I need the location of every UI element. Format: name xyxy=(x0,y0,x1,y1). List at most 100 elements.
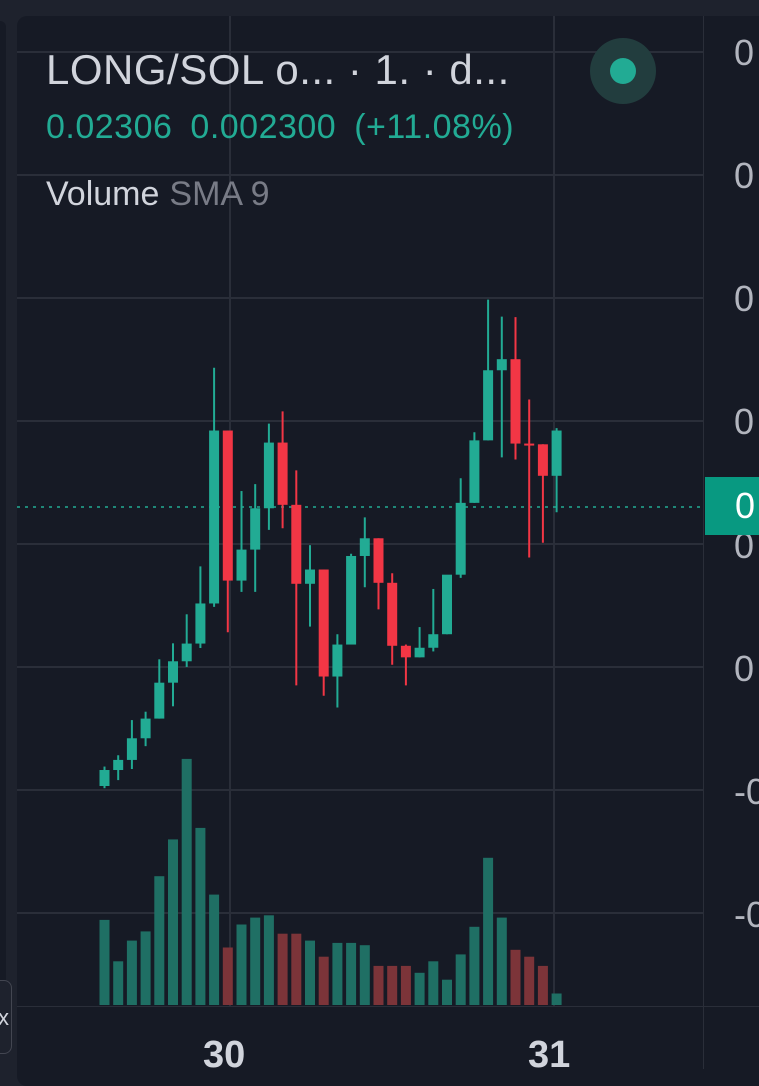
time-axis-label: 30 xyxy=(203,1034,246,1076)
candle xyxy=(387,573,398,665)
volume-bar xyxy=(168,839,178,1005)
collapse-panel-button[interactable]: x xyxy=(0,980,12,1054)
candle xyxy=(551,428,562,513)
candle xyxy=(332,634,343,708)
volume-bar xyxy=(346,942,357,1005)
volume-bar xyxy=(510,949,521,1005)
candle xyxy=(291,470,302,686)
indicator-name: Volume xyxy=(46,175,160,213)
time-axis-label: 31 xyxy=(528,1034,571,1076)
volume-bar xyxy=(537,965,548,1005)
volume-bar xyxy=(291,933,302,1005)
candle-body xyxy=(359,538,370,556)
candle-body xyxy=(414,647,425,658)
candle-body xyxy=(373,538,384,583)
volume-bar xyxy=(469,926,480,1005)
price-change-pct: (+11.08%) xyxy=(354,108,515,146)
volume-bar xyxy=(277,933,288,1005)
volume-bar xyxy=(551,993,562,1005)
volume-bar xyxy=(318,956,329,1005)
candle-body xyxy=(277,442,288,505)
volume-bar xyxy=(414,972,425,1005)
chart-panel[interactable] xyxy=(17,16,759,1086)
candle xyxy=(373,538,384,610)
price-axis-label: 0 xyxy=(734,401,755,442)
candle xyxy=(428,588,439,652)
time-axis-divider xyxy=(17,1006,759,1007)
price-axis-label: 0 xyxy=(734,155,755,196)
volume-bar xyxy=(195,827,206,1005)
candle-body xyxy=(250,508,261,550)
volume-bar xyxy=(305,940,315,1005)
volume-bar xyxy=(400,965,411,1005)
candle xyxy=(510,317,521,460)
candle-body xyxy=(442,574,452,635)
candle xyxy=(209,367,220,607)
candlesticks xyxy=(99,299,562,789)
volume-bar xyxy=(154,876,165,1005)
candle-body xyxy=(332,644,343,677)
volume-bar xyxy=(332,942,343,1005)
candle-body xyxy=(113,759,124,771)
candle-body xyxy=(236,549,247,581)
candle-body xyxy=(483,370,494,441)
volume-indicator-legend[interactable]: Volume SMA 9 xyxy=(46,175,686,214)
price-summary: 0.02306 0.002300 (+11.08%) xyxy=(46,108,686,147)
candle-body xyxy=(455,502,466,575)
volume-bars xyxy=(99,758,562,1005)
volume-bar xyxy=(209,894,220,1005)
symbol-title[interactable]: LONG/SOL o... · 1. · d... xyxy=(46,46,510,93)
candle-body xyxy=(99,770,110,786)
volume-bar xyxy=(483,857,494,1005)
left-panel-edge xyxy=(0,16,17,1069)
indicator-params: SMA 9 xyxy=(169,175,270,213)
candle xyxy=(277,411,288,529)
candle-body xyxy=(181,643,192,662)
candle-body xyxy=(537,444,548,476)
legend-header: LONG/SOL o... · 1. · d... 0.02306 0.00230… xyxy=(46,38,686,214)
candle-body xyxy=(291,504,302,584)
volume-bar xyxy=(524,956,535,1005)
live-status-icon xyxy=(590,38,656,104)
candle-body xyxy=(168,661,178,683)
volume-bar xyxy=(181,758,192,1005)
candle xyxy=(414,627,425,658)
price-axis-divider xyxy=(703,16,704,1069)
volume-bar xyxy=(113,961,124,1005)
candle-body xyxy=(496,359,507,371)
volume-bar xyxy=(222,947,233,1005)
candle xyxy=(524,399,535,558)
candle xyxy=(195,566,206,648)
candle xyxy=(181,614,192,667)
candle-body xyxy=(140,718,151,739)
candle xyxy=(126,720,137,770)
candle xyxy=(359,517,370,588)
candle-body xyxy=(318,569,329,677)
volume-bar xyxy=(250,917,261,1005)
candle-body xyxy=(524,443,535,446)
volume-bar xyxy=(442,979,452,1005)
candle xyxy=(318,569,329,696)
close-icon: x xyxy=(0,1005,9,1030)
candle xyxy=(537,444,548,543)
candle xyxy=(154,659,165,719)
candle xyxy=(140,711,151,747)
candle xyxy=(400,644,411,686)
volume-bar xyxy=(387,965,398,1005)
price-axis-label: 0 xyxy=(734,648,755,689)
candle-body xyxy=(469,440,480,503)
candle-body xyxy=(551,430,562,476)
price-axis-label: 0 xyxy=(734,525,755,566)
candle xyxy=(469,432,480,503)
price-axis-label: 0 xyxy=(734,278,755,319)
volume-bar xyxy=(455,954,466,1005)
volume-bar xyxy=(99,919,110,1005)
candle xyxy=(305,545,315,627)
volume-bar xyxy=(140,931,151,1005)
candle-body xyxy=(195,603,206,644)
candle xyxy=(483,299,494,441)
price-axis-label: 0 xyxy=(734,32,755,73)
candle-body xyxy=(428,634,439,648)
candle xyxy=(346,553,357,645)
